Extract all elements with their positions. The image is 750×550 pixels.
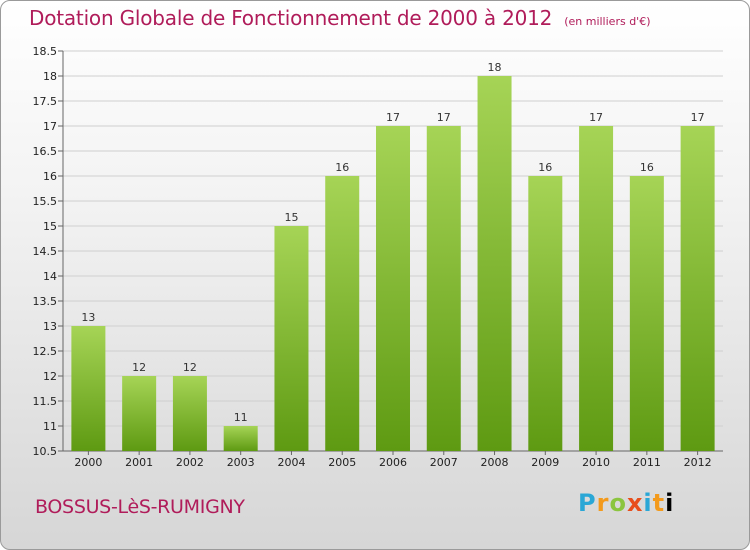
bar (477, 76, 512, 451)
chart-subtitle: (en milliers d'€) (564, 15, 651, 28)
data-label: 16 (335, 161, 349, 174)
y-tick-label: 14.5 (33, 245, 58, 258)
chart-title: Dotation Globale de Fonctionnement de 20… (29, 6, 553, 30)
x-tick-label: 2003 (227, 456, 255, 469)
y-tick-label: 16 (43, 170, 57, 183)
bar (426, 126, 461, 451)
y-tick-label: 10.5 (33, 445, 58, 458)
x-tick-label: 2002 (176, 456, 204, 469)
x-tick-label: 2011 (633, 456, 661, 469)
y-tick-label: 12.5 (33, 345, 58, 358)
bar (223, 426, 258, 451)
title-row: Dotation Globale de Fonctionnement de 20… (29, 6, 650, 30)
x-tick-label: 2010 (582, 456, 610, 469)
x-tick-label: 2005 (328, 456, 356, 469)
y-tick-label: 13 (43, 320, 57, 333)
bar (528, 176, 563, 451)
data-label: 16 (640, 161, 654, 174)
x-tick-label: 2001 (125, 456, 153, 469)
y-tick-label: 12 (43, 370, 57, 383)
y-tick-label: 15.5 (33, 195, 58, 208)
data-label: 17 (691, 111, 705, 124)
data-label: 12 (132, 361, 146, 374)
x-tick-label: 2009 (531, 456, 559, 469)
x-tick-label: 2007 (430, 456, 458, 469)
y-tick-label: 18 (43, 70, 57, 83)
x-tick-label: 2004 (277, 456, 305, 469)
x-tick-label: 2008 (481, 456, 509, 469)
bar (325, 176, 360, 451)
data-label: 17 (437, 111, 451, 124)
y-tick-label: 18.5 (33, 45, 58, 58)
bar (172, 376, 207, 451)
y-tick-label: 17 (43, 120, 57, 133)
proxiti-logo: Proxiti (578, 489, 675, 517)
bar (122, 376, 157, 451)
x-tick-label: 2000 (74, 456, 102, 469)
y-tick-label: 15 (43, 220, 57, 233)
bar (71, 326, 106, 451)
bar (376, 126, 410, 451)
location-name: BOSSUS-LèS-RUMIGNY (35, 496, 245, 518)
bars (71, 76, 715, 451)
y-tick-label: 11 (43, 420, 57, 433)
y-tick-label: 17.5 (33, 95, 58, 108)
data-label: 16 (538, 161, 552, 174)
data-label: 18 (488, 61, 502, 74)
x-tick-label: 2012 (684, 456, 712, 469)
data-label: 13 (81, 311, 95, 324)
y-tick-label: 16.5 (33, 145, 58, 158)
y-tick-label: 14 (43, 270, 57, 283)
data-label: 12 (183, 361, 197, 374)
data-label: 11 (234, 411, 248, 424)
data-label: 17 (589, 111, 603, 124)
bar (629, 176, 664, 451)
bar (680, 126, 715, 451)
labels: 10.5 11 11.5 12 12.5 13 13.5 14 14.5 15 15.5 16 16.5… (33, 45, 712, 469)
bar (274, 226, 309, 451)
data-label: 15 (284, 211, 298, 224)
bar (579, 126, 614, 451)
y-tick-label: 13.5 (33, 295, 58, 308)
data-label: 17 (386, 111, 400, 124)
y-tick-label: 11.5 (33, 395, 58, 408)
x-tick-label: 2006 (379, 456, 407, 469)
